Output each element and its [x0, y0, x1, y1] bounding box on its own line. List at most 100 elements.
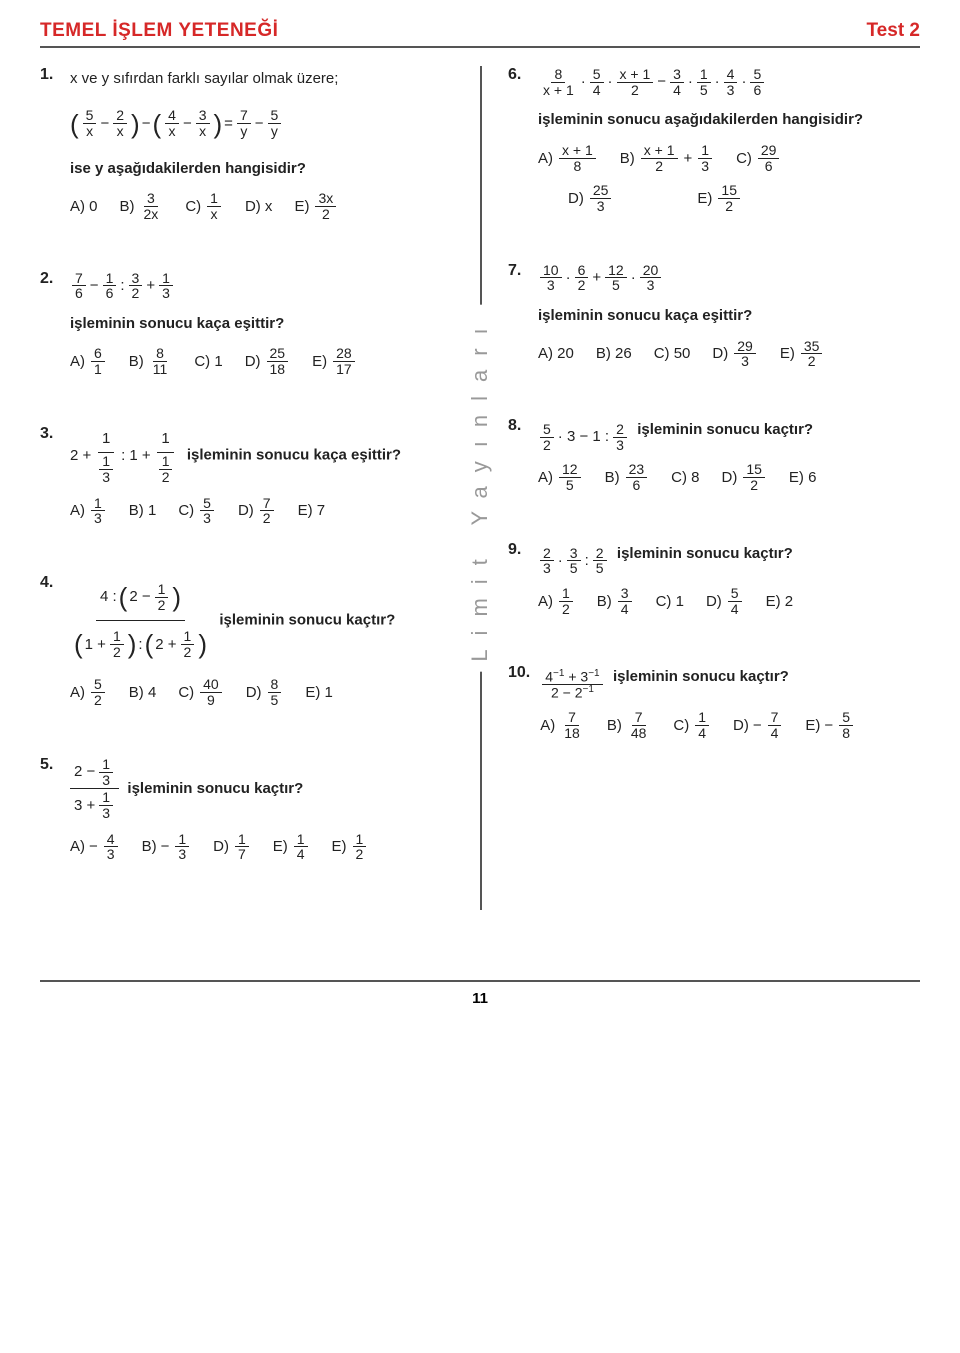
q4-number: 4.: [40, 574, 60, 592]
q5-options: A) −43 B) −13 D)17 E)14 E)12: [70, 832, 462, 862]
q9-number: 9.: [508, 541, 528, 559]
content-columns: Limit Yayınları 1. x ve y sıfırdan farkl…: [40, 66, 920, 910]
q8-expression-row: 52 · 3 − 1 : 23 işleminin sonucu kaçtır?: [538, 417, 920, 452]
q10-opt-b: B)748: [607, 710, 652, 740]
question-1: 1. x ve y sıfırdan farklı sayılar olmak …: [40, 66, 462, 222]
q8-opt-e: E) 6: [789, 469, 817, 486]
q2-opt-a: A)61: [70, 346, 107, 376]
q1-text2: ise y aşağıdakilerden hangisidir?: [70, 156, 462, 182]
q1-opt-d: D) x: [245, 198, 273, 215]
question-10: 10. 4−1 + 3−12 − 2−1 işleminin sonucu ka…: [508, 664, 920, 740]
q8-options: A)125 B)236 C) 8 D)152 E) 6: [538, 462, 920, 492]
q6-options-row1: A)x + 18 B)x + 12 + 13 C)296: [538, 143, 920, 173]
question-2: 2. 76 − 16 : 32 + 13 işleminin sonucu ka…: [40, 270, 462, 377]
q10-expression-row: 4−1 + 3−12 − 2−1 işleminin sonucu kaçtır…: [540, 664, 920, 700]
q4-opt-e: E) 1: [305, 684, 333, 701]
q7-options: A) 20 B) 26 C) 50 D)293 E)352: [538, 339, 920, 369]
q10-opt-c: C)14: [673, 710, 711, 740]
q1-opt-e: E)3x2: [294, 191, 338, 221]
q9-expression-row: 23 · 35 : 25 işleminin sonucu kaçtır?: [538, 541, 920, 576]
q3-number: 3.: [40, 425, 60, 443]
q7-opt-d: D)293: [712, 339, 757, 369]
question-7: 7. 103 · 62 + 125 · 203 işleminin sonucu…: [508, 262, 920, 369]
test-label: Test 2: [866, 20, 920, 42]
q3-opt-a: A)13: [70, 496, 107, 526]
q5-opt-e2: E)12: [332, 832, 369, 862]
q9-opt-a: A)12: [538, 586, 575, 616]
q6-opt-a: A)x + 18: [538, 143, 598, 173]
q2-opt-c: C) 1: [194, 353, 222, 370]
worksheet-page: TEMEL İŞLEM YETENEĞİ Test 2 Limit Yayınl…: [0, 0, 960, 950]
q5-expression-row: 2 − 13 3 + 13 işleminin sonucu kaçtır?: [70, 756, 462, 822]
q3-expression-row: 2 + 113 : 1 + 112 işleminin sonucu kaça …: [70, 425, 462, 486]
q10-opt-d: D) −74: [733, 710, 783, 740]
q8-opt-b: B)236: [605, 462, 650, 492]
q3-opt-b: B) 1: [129, 502, 157, 519]
question-8: 8. 52 · 3 − 1 : 23 işleminin sonucu kaçt…: [508, 417, 920, 493]
q8-opt-d: D)152: [722, 462, 767, 492]
q7-opt-e: E)352: [780, 339, 825, 369]
q3-options: A)13 B) 1 C)53 D)72 E) 7: [70, 496, 462, 526]
q5-opt-b: B) −13: [142, 832, 192, 862]
q1-expression: ( 5x − 2x ) − ( 4x − 3x ) = 7y − 5y: [70, 102, 283, 146]
q10-options: A)718 B)748 C)14 D) −74 E) −58: [540, 710, 920, 740]
q2-opt-e: E)2817: [312, 346, 357, 376]
q8-number: 8.: [508, 417, 528, 435]
q2-opt-b: B)811: [129, 346, 173, 376]
q10-opt-e: E) −58: [805, 710, 855, 740]
q7-opt-b: B) 26: [596, 345, 632, 362]
q4-options: A)52 B) 4 C)409 D)85 E) 1: [70, 677, 462, 707]
q4-opt-c: C)409: [178, 677, 223, 707]
q8-opt-a: A)125: [538, 462, 583, 492]
q7-opt-c: C) 50: [654, 345, 691, 362]
q9-opt-b: B)34: [597, 586, 634, 616]
q1-opt-a: A) 0: [70, 198, 98, 215]
q1-options: A) 0 B)32x C)1x D) x E)3x2: [70, 191, 462, 221]
q6-opt-d: D)253: [568, 183, 613, 213]
q1-opt-b: B)32x: [120, 191, 164, 221]
q4-expression-row: 4 : (2 − 12) (1 + 12) : (2 + 12) işlemin…: [70, 574, 462, 667]
q3-opt-e: E) 7: [298, 502, 326, 519]
left-column: 1. x ve y sıfırdan farklı sayılar olmak …: [40, 66, 480, 910]
q9-options: A)12 B)34 C) 1 D)54 E) 2: [538, 586, 920, 616]
q4-opt-a: A)52: [70, 677, 107, 707]
q3-opt-d: D)72: [238, 496, 276, 526]
q8-opt-c: C) 8: [671, 469, 699, 486]
q9-opt-e: E) 2: [766, 593, 794, 610]
q5-opt-a: A) −43: [70, 832, 120, 862]
q6-opt-e: E)152: [697, 183, 742, 213]
q2-opt-d: D)2518: [245, 346, 290, 376]
page-number: 11: [0, 982, 960, 1027]
q6-opt-b: B)x + 12 + 13: [620, 143, 714, 173]
q1-number: 1.: [40, 66, 60, 84]
q10-number: 10.: [508, 664, 530, 682]
q5-opt-e1: E)14: [273, 832, 310, 862]
question-4: 4. 4 : (2 − 12) (1 + 12) : (2 + 12) işle…: [40, 574, 462, 708]
q7-number: 7.: [508, 262, 528, 280]
question-9: 9. 23 · 35 : 25 işleminin sonucu kaçtır?…: [508, 541, 920, 617]
q5-opt-d: D)17: [213, 832, 251, 862]
q1-text1: x ve y sıfırdan farklı sayılar olmak üze…: [70, 66, 462, 92]
q2-number: 2.: [40, 270, 60, 288]
q9-opt-d: D)54: [706, 586, 744, 616]
q7-text: işleminin sonucu kaça eşittir?: [538, 303, 920, 329]
q3-opt-c: C)53: [178, 496, 216, 526]
q4-opt-b: B) 4: [129, 684, 157, 701]
q6-number: 6.: [508, 66, 528, 84]
q1-opt-c: C)1x: [185, 191, 223, 221]
header: TEMEL İŞLEM YETENEĞİ Test 2: [40, 20, 920, 48]
watermark-text: Limit Yayınları: [467, 304, 493, 671]
question-3: 3. 2 + 113 : 1 + 112 işleminin sonucu ka…: [40, 425, 462, 526]
q6-expression: 8x + 1 · 54 · x + 12 − 34 · 15 · 43 · 56: [538, 67, 766, 97]
q6-options-row2: D)253 E)152: [568, 183, 920, 213]
q6-text: işleminin sonucu aşağıdakilerden hangisi…: [538, 107, 920, 133]
right-column: 6. 8x + 1 · 54 · x + 12 − 34 · 15 · 43 ·…: [480, 66, 920, 910]
q6-opt-c: C)296: [736, 143, 781, 173]
page-title: TEMEL İŞLEM YETENEĞİ: [40, 20, 278, 42]
q2-expression: 76 − 16 : 32 + 13: [70, 271, 175, 301]
q4-opt-d: D)85: [246, 677, 284, 707]
q10-opt-a: A)718: [540, 710, 585, 740]
q9-opt-c: C) 1: [656, 593, 684, 610]
q5-number: 5.: [40, 756, 60, 774]
q2-text: işleminin sonucu kaça eşittir?: [70, 311, 462, 337]
